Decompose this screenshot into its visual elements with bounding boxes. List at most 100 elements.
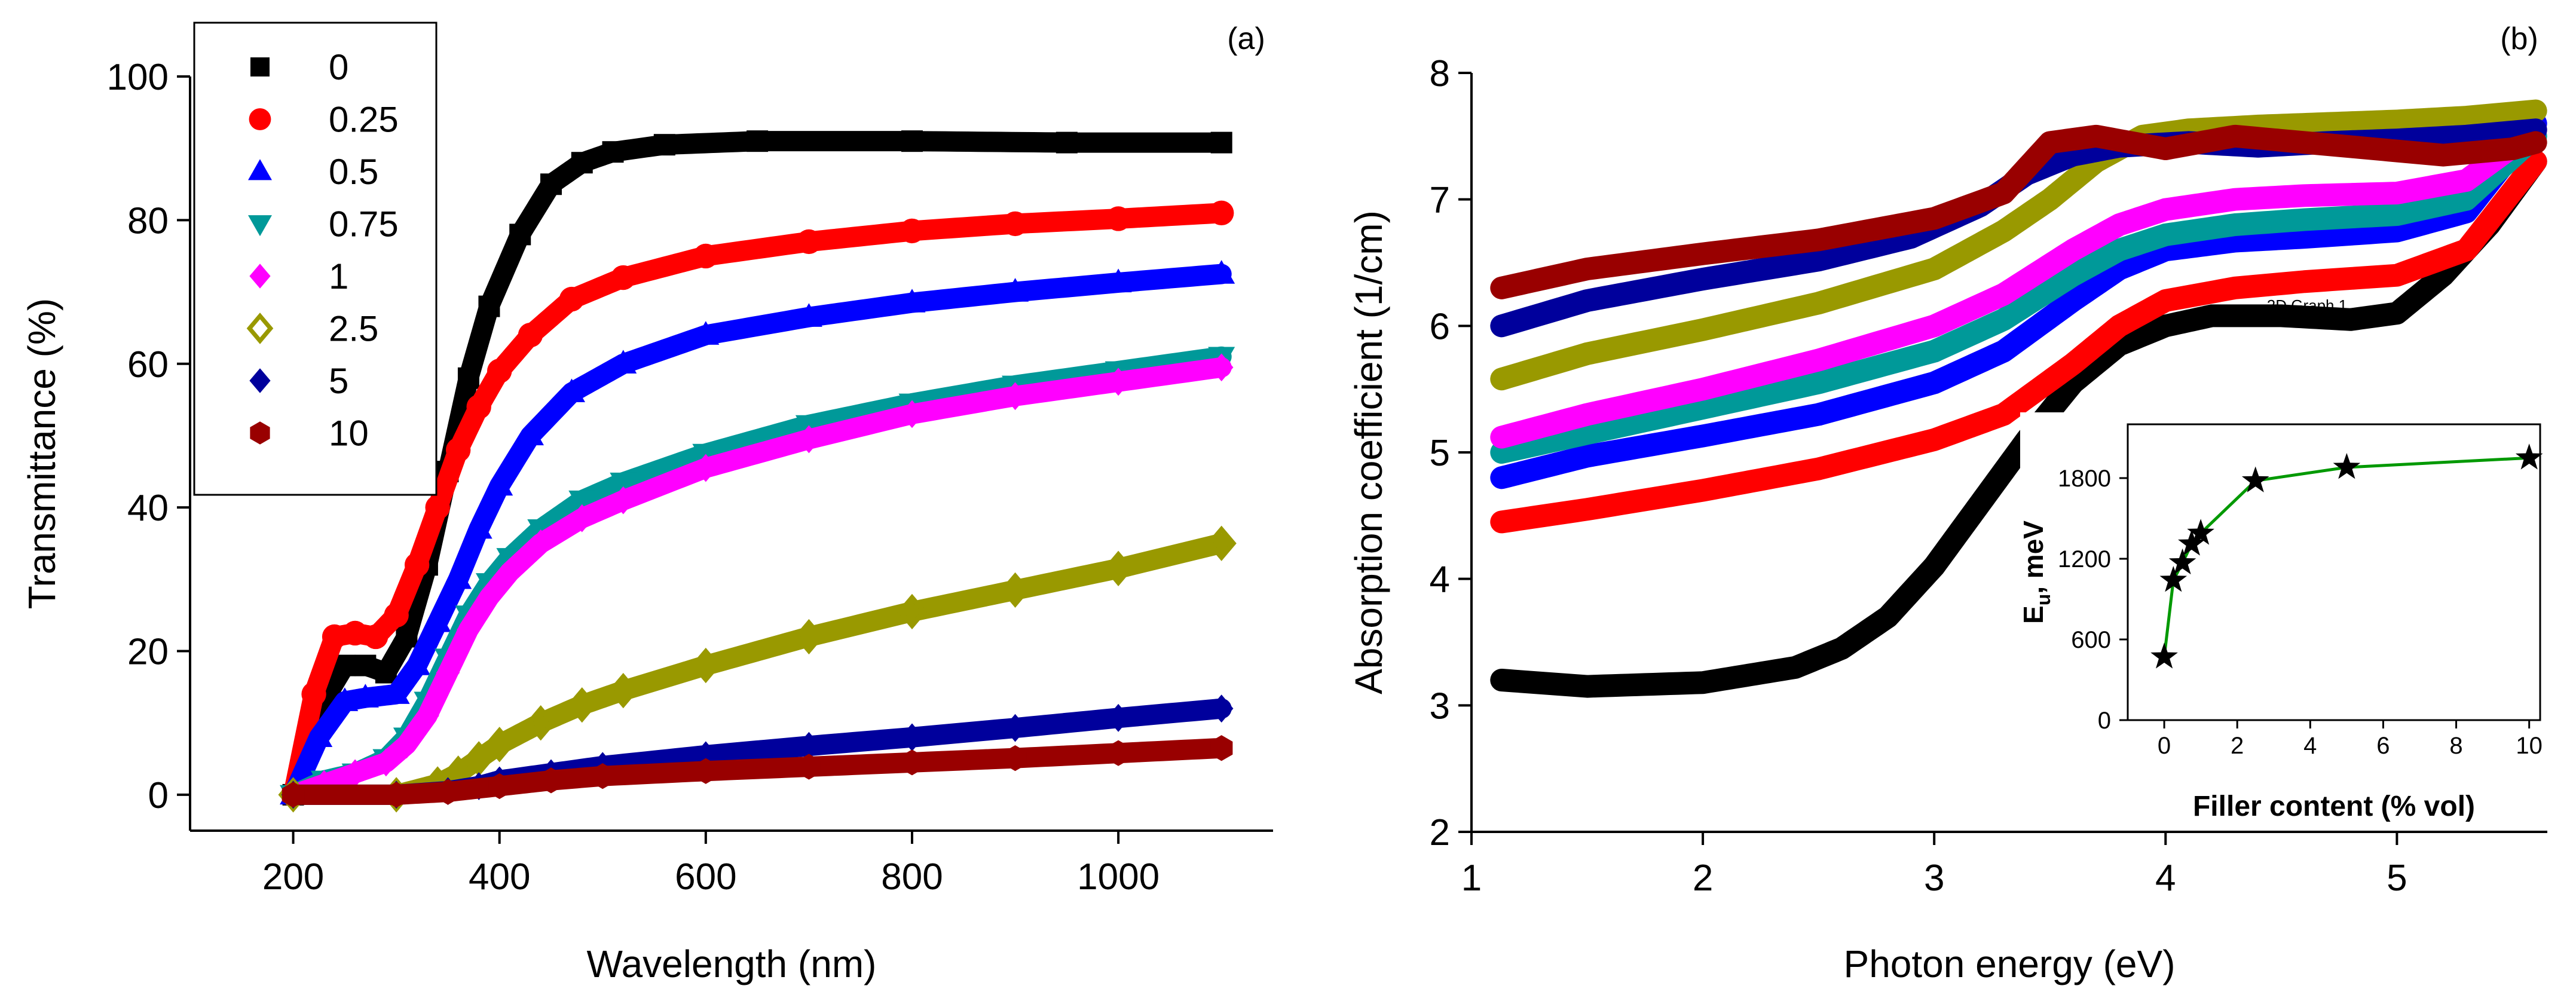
data-point [1210,735,1233,761]
y-tick-label: 1800 [2058,466,2111,492]
inset-data-point [2159,566,2188,592]
data-point [610,350,637,374]
data-point [1103,550,1134,586]
y-tick-label: 60 [127,344,169,385]
y-axis-label: Transmittance (%) [20,298,63,609]
data-point [1002,278,1029,302]
data-point [509,224,531,246]
data-point [611,265,636,290]
data-point [794,619,824,655]
data-point [901,130,923,152]
data-point [305,723,333,747]
data-point [465,515,492,539]
data-point [568,490,596,515]
data-point [693,243,718,269]
data-point [478,295,500,317]
legend-marker [248,159,272,180]
data-point [403,651,431,675]
data-point [1209,353,1234,382]
data-point [1106,206,1131,231]
data-point [487,359,512,384]
data-point [488,773,511,800]
series-line [1490,112,2547,489]
data-point [559,286,585,312]
data-point [477,583,501,611]
y-tick-label: 5 [1430,433,1450,474]
data-point [747,130,769,152]
x-tick-label: 0 [2158,733,2171,759]
series-1 [1490,118,2547,449]
x-tick-label: 200 [262,856,324,898]
data-point [342,620,368,646]
data-point [498,558,522,586]
legend-label: 10 [329,414,369,454]
data-point [797,425,821,454]
y-tick-label: 3 [1430,685,1450,727]
data-point [1000,572,1030,608]
inset-data-point [2150,642,2178,669]
data-point [1003,382,1027,411]
series-10 [1490,124,2547,299]
data-point [602,141,624,163]
legend-label: 0.25 [329,100,399,140]
inset-data-point [2178,529,2205,556]
data-point [1056,131,1078,154]
inset-data-point [2241,466,2269,492]
x-tick-label: 2 [1693,858,1713,899]
inset-y-axis-label: Eu, meV [2018,521,2054,624]
y-tick-label: 6 [1430,306,1450,347]
x-tick-label: 800 [881,856,943,898]
legend-marker [248,215,272,237]
inset-y-label-sub: u [2033,594,2054,606]
data-point [610,472,637,497]
data-point [901,749,923,776]
data-point [525,705,556,741]
data-point [567,687,597,723]
x-tick-label: 8 [2449,733,2462,759]
data-point [374,748,398,777]
x-tick-label: 4 [2303,733,2317,759]
data-point [436,659,460,687]
data-point [797,754,821,780]
data-point [424,608,451,632]
data-point [528,529,553,558]
data-point [385,782,408,808]
y-tick-label: 4 [1430,559,1450,601]
series-0.25 [280,200,1234,807]
legend-marker [246,313,274,344]
data-point [570,504,594,532]
x-axis-label: Photon energy (eV) [1844,942,2176,985]
y-tick-label: 0 [148,775,169,816]
data-point [486,472,513,496]
series-0.25 [1490,150,2547,534]
data-point [1209,200,1234,226]
data-point [897,593,928,630]
data-point [540,173,562,195]
inset-data-point [2515,443,2543,470]
x-tick-label: 600 [675,856,736,898]
data-point [898,289,926,313]
data-point [1002,211,1028,237]
inset-x-axis-label: Filler content (% vol) [2193,791,2475,822]
panel-label: (a) [1227,22,1265,56]
y-tick-label: 2 [1430,812,1450,853]
inset-urbach-energy-chart: 0 2 4 6 8 10 0 600 1200 1800 Filler content (% vol… [2018,412,2552,825]
data-point [694,454,718,482]
legend-marker [249,108,271,130]
data-point [571,152,593,174]
y-tick-label: 0 [2098,708,2111,734]
x-tick-label: 6 [2376,733,2390,759]
data-point [516,421,544,446]
data-point [518,322,543,348]
data-point [384,602,409,628]
inset-data-point [2168,548,2196,575]
data-point [611,486,635,515]
data-point [1206,525,1237,561]
legend-label: 0 [329,47,348,87]
series-line [1490,124,2547,299]
data-point [363,624,388,650]
data-point [900,400,924,428]
